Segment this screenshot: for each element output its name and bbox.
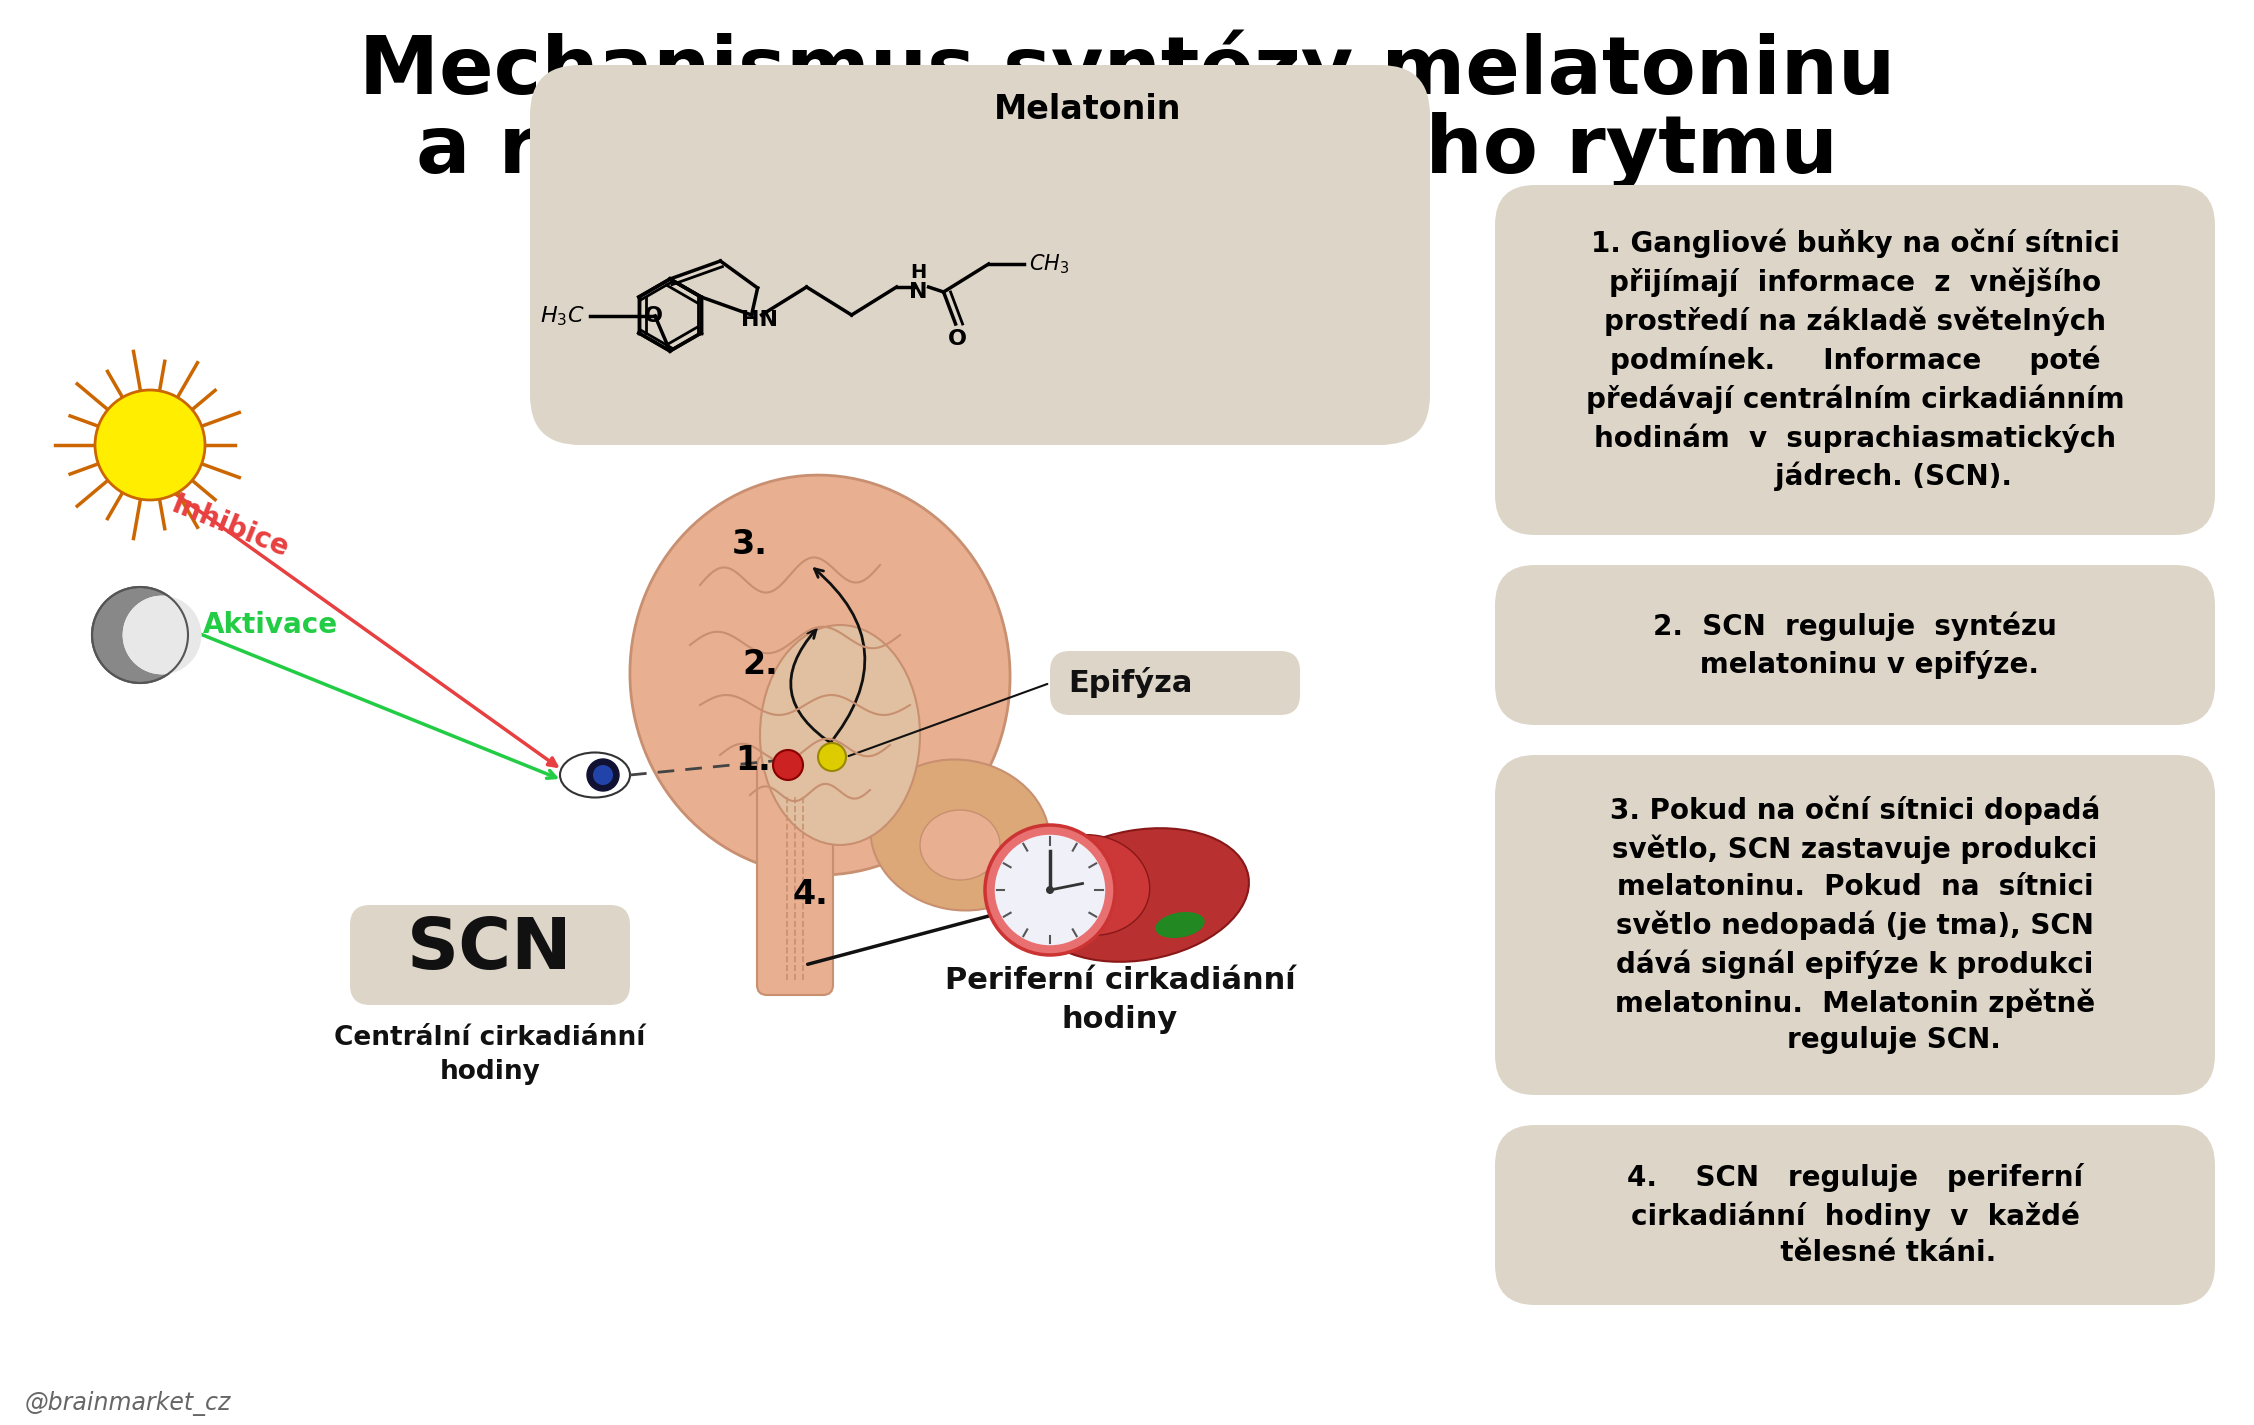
- Text: 2.  SCN  reguluje  syntézu
   melatoninu v epifýze.: 2. SCN reguluje syntézu melatoninu v epi…: [1652, 611, 2058, 678]
- Circle shape: [985, 825, 1116, 955]
- Text: @brainmarket_cz: @brainmarket_cz: [25, 1391, 232, 1415]
- Ellipse shape: [559, 752, 631, 798]
- FancyBboxPatch shape: [757, 755, 834, 995]
- FancyBboxPatch shape: [1494, 755, 2216, 1094]
- Circle shape: [95, 390, 205, 500]
- Text: Periferní cirkadiánní
hodiny: Periferní cirkadiánní hodiny: [944, 966, 1296, 1033]
- FancyBboxPatch shape: [1494, 185, 2216, 534]
- Text: Mechanismus syntézy melatoninu: Mechanismus syntézy melatoninu: [358, 30, 1896, 111]
- Text: $CH_3$: $CH_3$: [1028, 252, 1068, 276]
- Circle shape: [586, 760, 620, 791]
- Text: Epifýza: Epifýza: [1068, 667, 1192, 698]
- Text: 2.: 2.: [742, 648, 778, 681]
- Ellipse shape: [760, 626, 920, 845]
- Circle shape: [122, 596, 201, 674]
- FancyBboxPatch shape: [530, 66, 1429, 445]
- Text: a regulace cirkadiánního rytmu: a regulace cirkadiánního rytmu: [417, 108, 1837, 191]
- Circle shape: [1046, 886, 1055, 893]
- Ellipse shape: [629, 475, 1010, 875]
- Circle shape: [593, 765, 613, 785]
- Ellipse shape: [870, 760, 1050, 911]
- FancyBboxPatch shape: [1050, 651, 1301, 715]
- Text: 4.    SCN   reguluje   periferní
cirkadiánní  hodiny  v  každé
       tělesné tk: 4. SCN reguluje periferní cirkadiánní ho…: [1627, 1163, 2083, 1267]
- Text: Inhibice: Inhibice: [167, 490, 293, 563]
- Circle shape: [92, 587, 187, 683]
- Text: O: O: [949, 329, 967, 349]
- Circle shape: [773, 750, 802, 779]
- FancyBboxPatch shape: [1494, 1124, 2216, 1305]
- Text: Centrální cirkadiánní
hodiny: Centrální cirkadiánní hodiny: [334, 1025, 645, 1084]
- Circle shape: [818, 742, 845, 771]
- Text: 1. Gangliové buňky na oční sítnici
přijímají  informace  z  vnějšího
prostředí n: 1. Gangliové buňky na oční sítnici přijí…: [1585, 228, 2123, 492]
- FancyBboxPatch shape: [349, 905, 631, 1005]
- Text: 3. Pokud na oční sítnici dopadá
světlo, SCN zastavuje produkci
melatoninu.  Poku: 3. Pokud na oční sítnici dopadá světlo, …: [1609, 795, 2101, 1054]
- Circle shape: [122, 596, 201, 674]
- Text: H: H: [911, 262, 926, 282]
- Text: O: O: [642, 306, 663, 326]
- Text: N: N: [908, 282, 929, 302]
- Ellipse shape: [1156, 912, 1204, 938]
- Ellipse shape: [920, 809, 1001, 881]
- Text: Melatonin: Melatonin: [994, 94, 1181, 127]
- Text: 4.: 4.: [791, 878, 827, 912]
- FancyBboxPatch shape: [1494, 564, 2216, 725]
- Circle shape: [994, 835, 1104, 945]
- Text: $H_3C$: $H_3C$: [541, 304, 586, 328]
- Text: SCN: SCN: [408, 915, 573, 985]
- Text: HN: HN: [742, 311, 778, 331]
- Text: Aktivace: Aktivace: [203, 611, 338, 638]
- Ellipse shape: [1030, 835, 1150, 935]
- Text: 3.: 3.: [733, 529, 769, 561]
- Text: 1.: 1.: [735, 744, 771, 777]
- Ellipse shape: [1030, 828, 1249, 962]
